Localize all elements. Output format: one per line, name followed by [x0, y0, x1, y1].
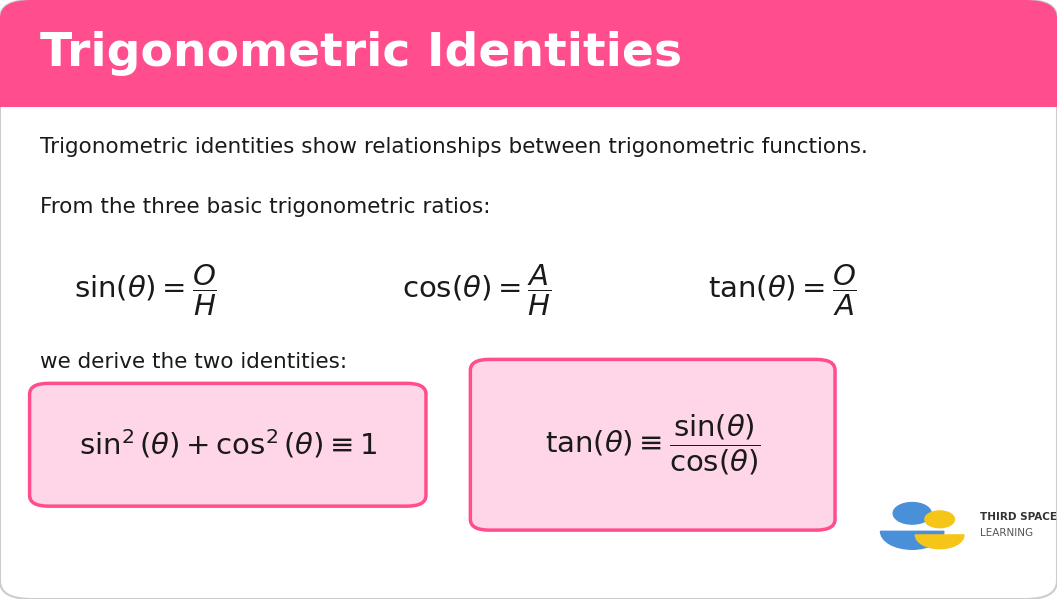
Text: $\cos(\theta) = \dfrac{A}{H}$: $\cos(\theta) = \dfrac{A}{H}$	[402, 263, 551, 318]
Circle shape	[893, 503, 931, 524]
FancyBboxPatch shape	[30, 383, 426, 506]
Text: Trigonometric identities show relationships between trigonometric functions.: Trigonometric identities show relationsh…	[40, 137, 868, 157]
FancyBboxPatch shape	[0, 53, 1057, 107]
FancyBboxPatch shape	[0, 0, 1057, 107]
Wedge shape	[915, 535, 964, 549]
Wedge shape	[880, 531, 944, 549]
Text: Trigonometric Identities: Trigonometric Identities	[40, 31, 682, 76]
Text: $\sin^{2}(\theta) + \cos^{2}(\theta) \equiv 1$: $\sin^{2}(\theta) + \cos^{2}(\theta) \eq…	[79, 428, 377, 461]
Text: $\sin(\theta) = \dfrac{O}{H}$: $\sin(\theta) = \dfrac{O}{H}$	[74, 263, 217, 318]
FancyBboxPatch shape	[470, 359, 835, 530]
Text: THIRD SPACE: THIRD SPACE	[980, 512, 1057, 522]
Circle shape	[925, 511, 954, 528]
Text: LEARNING: LEARNING	[980, 528, 1033, 538]
Text: $\tan(\theta) \equiv \dfrac{\sin(\theta)}{\cos(\theta)}$: $\tan(\theta) \equiv \dfrac{\sin(\theta)…	[545, 412, 761, 477]
Text: From the three basic trigonometric ratios:: From the three basic trigonometric ratio…	[40, 196, 490, 217]
Text: $\tan(\theta) = \dfrac{O}{A}$: $\tan(\theta) = \dfrac{O}{A}$	[708, 263, 857, 318]
Text: we derive the two identities:: we derive the two identities:	[40, 352, 348, 373]
